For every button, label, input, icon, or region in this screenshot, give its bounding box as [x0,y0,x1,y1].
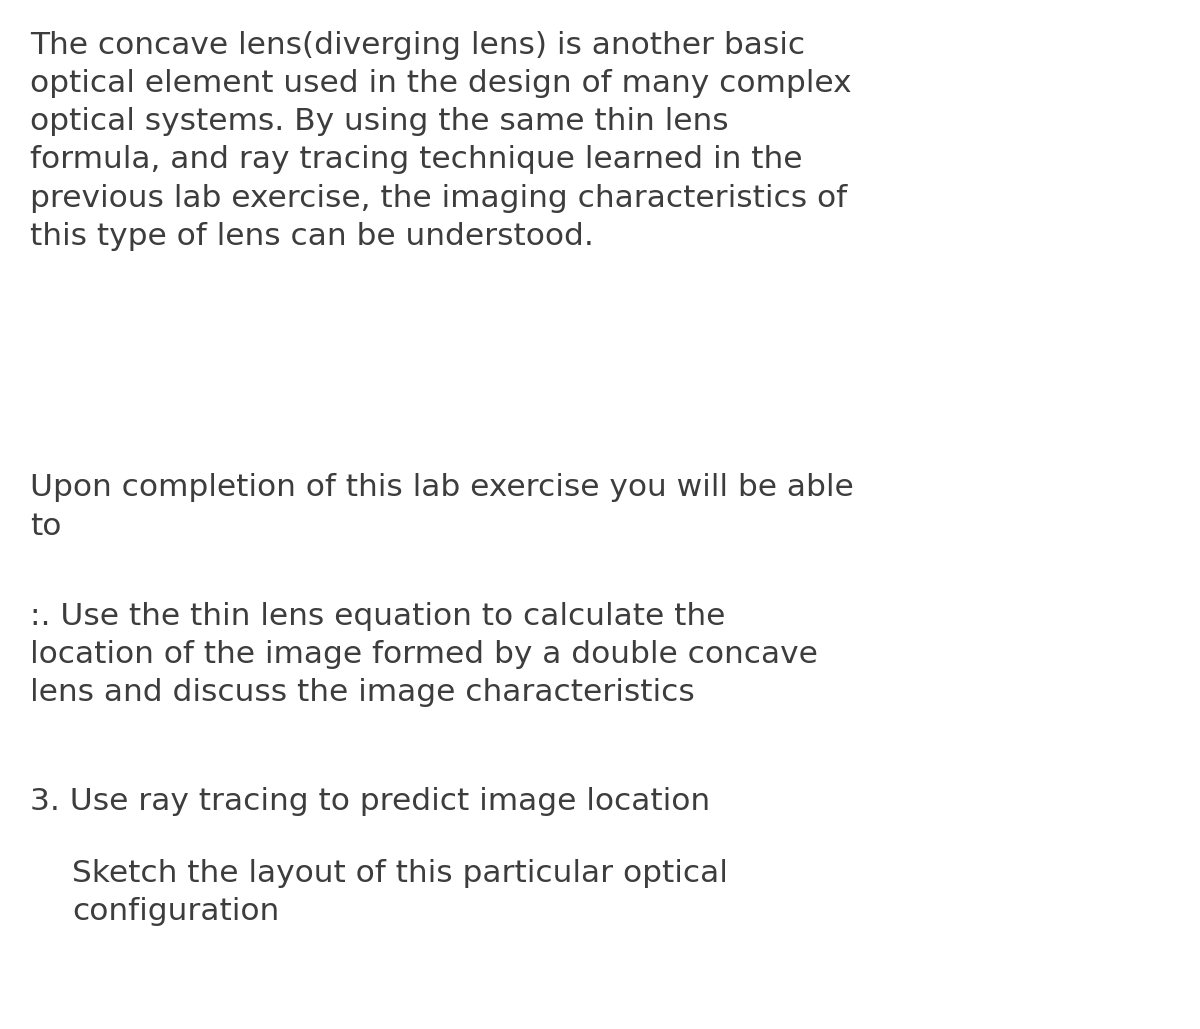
Text: 3. Use ray tracing to predict image location: 3. Use ray tracing to predict image loca… [30,787,710,816]
Text: Sketch the layout of this particular optical
configuration: Sketch the layout of this particular opt… [72,859,728,926]
Text: :. Use the thin lens equation to calculate the
location of the image formed by a: :. Use the thin lens equation to calcula… [30,602,818,707]
Text: The concave lens(diverging lens) is another basic
optical element used in the de: The concave lens(diverging lens) is anot… [30,31,852,251]
Text: Upon completion of this lab exercise you will be able
to: Upon completion of this lab exercise you… [30,473,853,540]
